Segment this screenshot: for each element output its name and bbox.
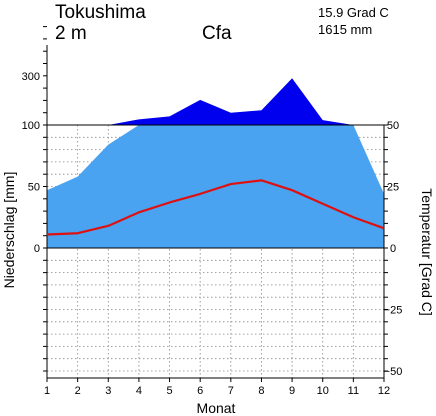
axes (43, 26, 388, 382)
left-tick-label: 0 (34, 243, 40, 255)
month-label: 12 (378, 385, 390, 397)
month-label: 11 (348, 385, 359, 397)
temperature-series (46, 179, 385, 236)
month-label: 2 (75, 385, 81, 397)
left-tick-label: 100 (22, 120, 40, 132)
month-label: 8 (258, 385, 264, 397)
month-label: 5 (166, 385, 172, 397)
temperature-line (46, 179, 385, 236)
precipitation-area-humid (47, 125, 384, 248)
annual-precipitation: 1615 mm (318, 22, 373, 37)
month-label: 3 (105, 385, 111, 397)
right-tick-label: −25 (384, 305, 403, 317)
climate-class: Cfa (202, 23, 232, 44)
right-tick-label: 25 (387, 182, 399, 194)
precipitation-areas (47, 78, 384, 248)
right-tick-label: 50 (387, 120, 399, 132)
right-axis-title: Temperatur [Grad C] (419, 188, 435, 316)
left-tick-label: 300 (22, 71, 40, 83)
station-name: Tokushima (55, 2, 146, 23)
month-label: 1 (44, 385, 50, 397)
station-elevation: 2 m (55, 23, 87, 44)
precipitation-area-perhumid (47, 78, 384, 125)
month-label: 10 (317, 385, 329, 397)
month-label: 6 (197, 385, 203, 397)
right-tick-label: 0 (390, 243, 396, 255)
left-axis-title: Niederschlag [mm] (1, 172, 17, 289)
month-label: 7 (228, 385, 234, 397)
left-tick-label: 50 (28, 182, 40, 194)
x-axis-title: Monat (197, 400, 236, 416)
mean-temperature: 15.9 Grad C (318, 5, 389, 20)
month-label: 4 (136, 385, 142, 397)
month-label: 9 (289, 385, 295, 397)
right-tick-label: −50 (384, 366, 403, 378)
